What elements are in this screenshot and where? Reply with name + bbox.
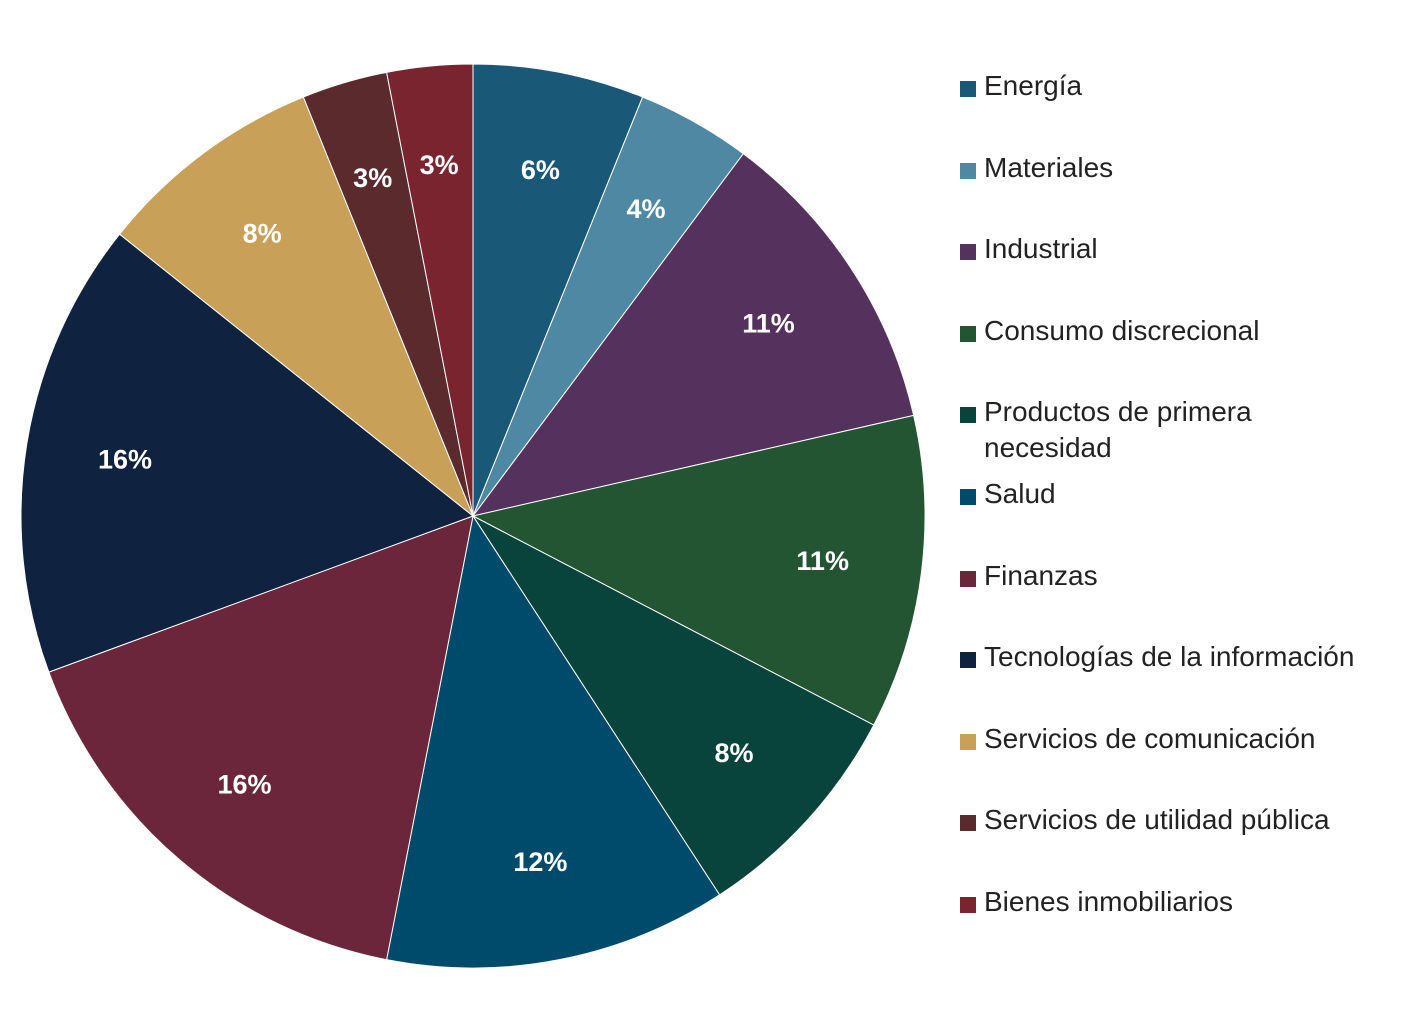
- legend-swatch: [960, 815, 976, 832]
- legend-swatch: [960, 244, 976, 261]
- pie-data-labels: 6% 4% 11% 11% 8% 12% 16% 16% 8% 3% 3%: [98, 150, 849, 877]
- slice-data-label: 8%: [243, 219, 282, 249]
- legend-swatch: [960, 897, 976, 913]
- legend-item: Consumo discrecional: [960, 313, 1404, 349]
- pie-slice: [472, 63, 644, 517]
- legend-item: Energía: [960, 68, 1404, 104]
- pie-chart: 6% 4% 11% 11% 8% 12% 16% 16% 8% 3% 3%: [20, 63, 926, 969]
- pie-slice: [471, 514, 875, 896]
- slice-data-label: 3%: [420, 150, 459, 180]
- slice-data-label: 12%: [513, 847, 567, 877]
- legend-item: Bienes inmobiliarios: [960, 884, 1404, 920]
- legend-item: Finanzas: [960, 558, 1404, 594]
- slice-data-label: 6%: [521, 155, 560, 185]
- slice-data-label: 11%: [742, 309, 795, 339]
- legend-item: Servicios de comunicación: [960, 721, 1404, 757]
- legend-label: Salud: [984, 478, 1056, 509]
- legend-item: Productos de primera necesidad: [960, 394, 1304, 466]
- legend-item: Tecnologías de la información: [960, 639, 1404, 675]
- legend-item: Materiales: [960, 150, 1404, 186]
- slice-data-label: 11%: [796, 546, 849, 576]
- legend-label: Bienes inmobiliarios: [984, 886, 1234, 917]
- legend-label: Tecnologías de la información: [984, 641, 1355, 673]
- legend-label: Productos de primera necesidad: [984, 396, 1252, 464]
- slice-data-label: 16%: [98, 445, 152, 475]
- legend-label: Energía: [984, 70, 1083, 101]
- legend-label: Consumo discrecional: [984, 314, 1260, 346]
- pie-slice: [386, 514, 721, 969]
- legend-label: Servicios de comunicación: [984, 722, 1316, 754]
- legend-label: Finanzas: [984, 559, 1098, 591]
- legend-swatch: [960, 81, 976, 97]
- legend-swatch: [960, 570, 976, 587]
- legend-item: Servicios de utilidad pública: [960, 802, 1404, 838]
- pie-slice: [20, 233, 475, 673]
- legend-item: Salud: [960, 476, 1404, 512]
- pie-slices: [20, 63, 926, 969]
- legend-swatch: [960, 325, 976, 342]
- legend-swatch: [960, 652, 976, 669]
- slice-data-label: 16%: [217, 770, 271, 800]
- legend-label: Materiales: [984, 151, 1114, 183]
- slice-data-label: 8%: [714, 738, 753, 768]
- legend-swatch: [960, 733, 976, 750]
- pie-slice: [386, 63, 474, 517]
- legend-swatch: [960, 407, 976, 424]
- slice-data-label: 3%: [353, 163, 392, 193]
- pie-slice: [471, 414, 926, 726]
- pie-slice: [118, 96, 475, 518]
- legend-label: Servicios de utilidad pública: [984, 804, 1330, 836]
- pie-slice: [471, 153, 915, 517]
- pie-slice: [48, 515, 474, 961]
- legend-item: Industrial: [960, 231, 1404, 267]
- slice-data-label: 4%: [626, 194, 665, 224]
- legend-label: Industrial: [984, 233, 1098, 265]
- legend-swatch: [960, 489, 976, 505]
- legend-swatch: [960, 162, 976, 179]
